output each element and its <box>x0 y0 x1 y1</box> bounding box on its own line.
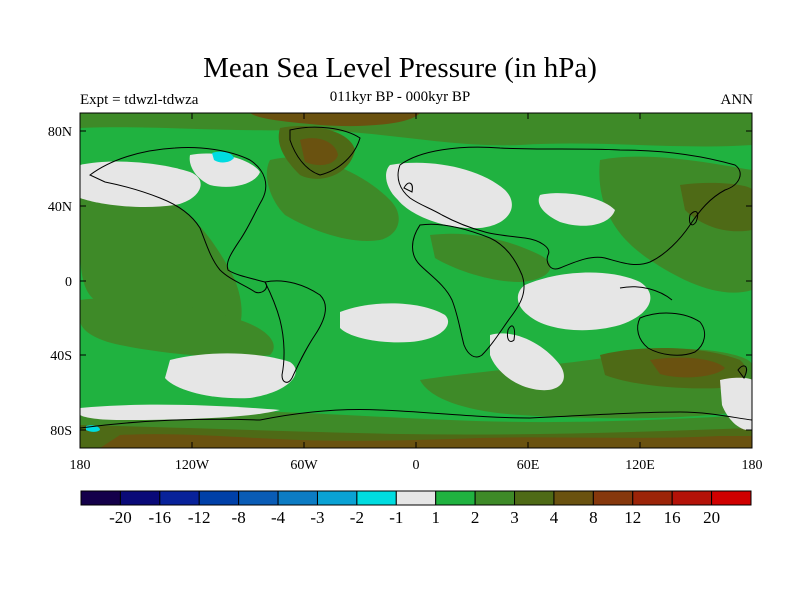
region-s-pacific-grey <box>165 353 296 399</box>
colorbar-label: 12 <box>624 508 641 527</box>
lon-label-180e: 180 <box>742 458 763 473</box>
colorbar-swatch <box>277 490 318 506</box>
coast-north-america <box>89 147 268 294</box>
colorbar-labels: -20 -16 -12 -8 -4 -3 -2 -1 1 2 3 4 8 12 16 20 <box>109 508 720 527</box>
lon-label-0: 0 <box>413 458 420 473</box>
colorbar-label: -16 <box>148 508 171 527</box>
lon-label-120e: 120E <box>625 458 655 473</box>
region-s-africa-grey <box>490 333 564 391</box>
lon-label-180w: 180 <box>70 458 91 473</box>
lat-ticks <box>80 130 752 431</box>
colorbar-swatch <box>316 490 358 506</box>
colorbar-swatch <box>80 490 121 506</box>
lat-label-80s: 80S <box>50 424 72 439</box>
colorbar-swatch <box>238 490 279 506</box>
colorbar-swatch <box>632 490 673 506</box>
coast-new-zealand <box>737 365 747 379</box>
lat-label-80n: 80N <box>48 125 72 140</box>
coast-greenland <box>289 126 361 176</box>
coast-britain <box>403 182 413 193</box>
lat-label-40n: 40N <box>48 200 72 215</box>
lon-label-60e: 60E <box>517 458 540 473</box>
coast-madagascar <box>507 325 515 343</box>
lat-label-0: 0 <box>65 275 72 290</box>
lon-label-60w: 60W <box>290 458 318 473</box>
colorbar-label: 16 <box>664 508 681 527</box>
region-antarctic-brown <box>100 434 752 448</box>
region-australia-brown <box>650 357 725 378</box>
lat-label-40s: 40S <box>50 349 72 364</box>
experiment-label: Expt = tdwzl-tdwza <box>80 92 199 108</box>
period-label: 011kyr BP - 000kyr BP <box>329 89 471 105</box>
region-baffin-cyan <box>212 151 234 163</box>
coast-antarctica <box>80 408 752 429</box>
lon-ticks <box>191 113 641 448</box>
colorbar <box>80 490 752 506</box>
colorbar-label: 3 <box>510 508 519 527</box>
colorbar-label: -1 <box>389 508 403 527</box>
lon-labels: 180 120W 60W 0 60E 120E 180 <box>70 458 763 473</box>
coast-indonesia <box>619 286 673 301</box>
coastlines <box>80 126 752 429</box>
region-antarctic-edge-grey <box>80 404 280 420</box>
colorbar-swatch <box>474 490 516 506</box>
colorbar-label: 4 <box>550 508 559 527</box>
colorbar-swatch <box>198 490 240 506</box>
region-atlantic-olive <box>266 157 399 241</box>
region-greenland-brown <box>300 138 338 166</box>
region-arctic-olive <box>80 113 752 147</box>
colorbar-label: -4 <box>271 508 286 527</box>
region-asia-grey <box>538 193 615 226</box>
colorbar-label: -20 <box>109 508 132 527</box>
lat-labels: 80N 40N 0 40S 80S <box>48 125 72 439</box>
colorbar-label: -3 <box>310 508 324 527</box>
colorbar-swatch <box>356 490 397 506</box>
region-s-pacific-olive <box>80 298 274 357</box>
region-e-antarctic-grey <box>720 377 752 431</box>
region-n-pacific-dark <box>680 182 752 232</box>
colorbar-swatch <box>553 490 594 506</box>
colorbar-swatch <box>119 490 161 506</box>
colorbar-label: 1 <box>431 508 440 527</box>
coast-eurasia <box>397 146 741 270</box>
colorbar-label: 20 <box>703 508 720 527</box>
colorbar-label: 2 <box>471 508 480 527</box>
region-arctic-brown <box>250 113 420 127</box>
lon-label-120w: 120W <box>175 458 210 473</box>
region-europe-grey <box>386 162 512 229</box>
colorbar-swatch <box>159 490 200 506</box>
map-field <box>80 113 752 448</box>
coast-australia <box>637 312 706 356</box>
region-n-pacific-grey <box>80 161 201 208</box>
region-indian-grey <box>517 272 651 331</box>
coast-south-america <box>264 280 326 383</box>
colorbar-swatch <box>435 490 476 506</box>
colorbar-label: -2 <box>350 508 364 527</box>
coast-africa <box>412 223 525 358</box>
season-label: ANN <box>720 92 754 108</box>
region-north-am-grey <box>189 153 260 187</box>
colorbar-swatch <box>711 490 752 506</box>
colorbar-label: -12 <box>188 508 211 527</box>
region-s-atlantic-grey <box>340 303 449 343</box>
colorbar-swatch <box>592 490 634 506</box>
colorbar-label: -8 <box>232 508 246 527</box>
colorbar-swatch <box>671 490 713 506</box>
coast-japan <box>689 211 699 226</box>
page-title: Mean Sea Level Pressure (in hPa) <box>203 52 597 84</box>
colorbar-label: 8 <box>589 508 598 527</box>
colorbar-swatch <box>514 490 555 506</box>
colorbar-swatch <box>395 490 437 506</box>
